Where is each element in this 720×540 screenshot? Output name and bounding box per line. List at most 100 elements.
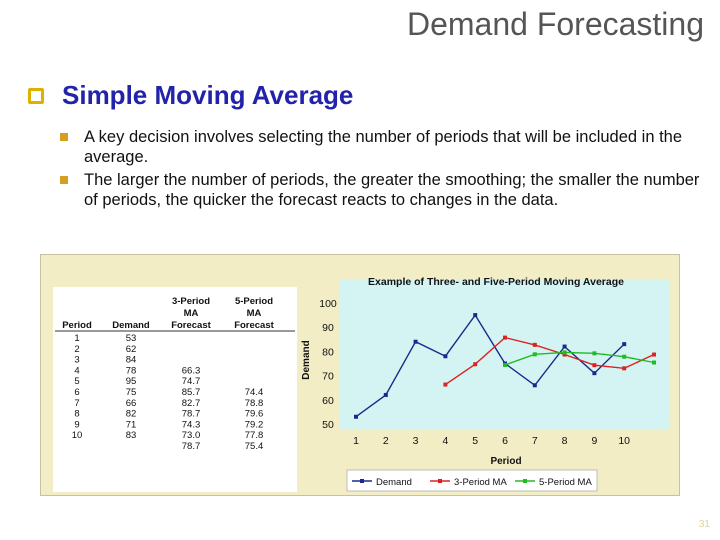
table-cell: 75.4 <box>245 441 264 452</box>
table-cell: 3 <box>74 355 79 366</box>
table-cell: 82.7 <box>182 398 201 409</box>
y-tick-label: 70 <box>322 371 334 383</box>
series-point-3 <box>532 352 537 357</box>
series-line-2 <box>445 336 655 386</box>
y-tick-label: 100 <box>319 298 337 310</box>
table-cell: 78.8 <box>245 398 264 409</box>
table-cell: 9 <box>74 419 79 430</box>
x-tick-label: 1 <box>353 435 359 447</box>
table-cell: 75 <box>126 387 137 398</box>
legend-label: 5-Period MA <box>539 477 592 488</box>
table-cell: 2 <box>74 344 79 355</box>
slide-title: Demand Forecasting <box>406 6 704 42</box>
series-point-3 <box>562 350 567 355</box>
table-header-line: Period <box>62 320 92 331</box>
series-point-2 <box>592 363 597 368</box>
table-cell: 66 <box>126 398 137 409</box>
table-cell: 85.7 <box>182 387 201 398</box>
y-tick-label: 60 <box>322 395 334 407</box>
table-header-line: Forecast <box>171 320 211 331</box>
y-tick-label: 90 <box>322 322 334 334</box>
square-bullet-icon <box>60 133 68 141</box>
x-tick-label: 6 <box>502 435 508 447</box>
table-cell: 1 <box>74 333 79 344</box>
table-cell: 62 <box>126 344 137 355</box>
table-cell: 10 <box>72 430 83 441</box>
x-tick-label: 8 <box>562 435 568 447</box>
table-cell: 79.2 <box>245 419 264 430</box>
series-line-3 <box>504 351 655 366</box>
y-axis-label: Demand <box>301 340 312 379</box>
series-point-1 <box>532 383 537 388</box>
series-point-1 <box>592 371 597 376</box>
legend-label: 3-Period MA <box>454 477 507 488</box>
table-cell: 74.4 <box>245 387 264 398</box>
bullet-item: The larger the number of periods, the gr… <box>60 170 700 210</box>
table-header-3: 5-Period MA Forecast <box>234 296 274 331</box>
table-header-1: Demand <box>112 320 150 331</box>
table-cell: 78 <box>126 365 137 376</box>
section-heading: Simple Moving Average <box>28 80 353 111</box>
legend-marker <box>438 479 442 483</box>
series-point-2 <box>443 382 448 387</box>
series-point-1 <box>413 339 418 344</box>
page-number: 31 <box>698 519 710 530</box>
table-header-0: Period <box>62 320 92 331</box>
table-background <box>53 287 297 492</box>
table-cell: 84 <box>126 355 137 366</box>
series-point-1 <box>354 414 358 419</box>
bullet-item: A key decision involves selecting the nu… <box>60 127 700 167</box>
table-header-line: 5-Period <box>235 296 273 307</box>
table-cell: 66.3 <box>182 365 201 376</box>
x-tick-label: 9 <box>591 435 597 447</box>
table-header-line: Forecast <box>234 320 274 331</box>
series-point-1 <box>473 313 478 318</box>
table-cell: 82 <box>126 409 137 420</box>
series-point-3 <box>503 362 507 367</box>
table-cell: 6 <box>74 387 79 398</box>
table-header-line: MA <box>247 308 262 319</box>
series-point-1 <box>622 342 627 347</box>
chart-plot-area <box>340 280 670 430</box>
series-point-1 <box>443 354 448 359</box>
table-header-line: MA <box>184 308 199 319</box>
table-cell: 74.3 <box>182 419 201 430</box>
y-tick-label: 50 <box>322 419 334 431</box>
series-point-3 <box>652 360 656 365</box>
square-bullet-icon <box>60 176 68 184</box>
table-cell: 71 <box>126 419 137 430</box>
series-point-2 <box>532 342 537 347</box>
x-tick-label: 4 <box>442 435 448 447</box>
table-cell: 5 <box>74 376 79 387</box>
series-point-3 <box>622 354 627 359</box>
moving-average-figure: Period Demand 3-Period MA Forecast 5-Period MA… <box>40 254 680 496</box>
table-header-line: Demand <box>112 320 150 331</box>
x-tick-label: 3 <box>413 435 419 447</box>
series-point-1 <box>562 344 567 349</box>
checkbox-bullet-icon <box>28 87 44 104</box>
table-cell: 78.7 <box>182 441 201 452</box>
bullet-text: The larger the number of periods, the gr… <box>84 171 700 209</box>
legend-box <box>346 469 598 492</box>
series-point-2 <box>473 362 478 367</box>
series-point-2 <box>562 352 567 357</box>
x-tick-label: 5 <box>472 435 478 447</box>
table-header-2: 3-Period MA Forecast <box>171 296 211 331</box>
table-cell: 8 <box>74 409 79 420</box>
x-tick-label: 10 <box>618 435 630 447</box>
section-heading-text: Simple Moving Average <box>62 80 354 110</box>
table-cell: 7 <box>74 398 79 409</box>
series-point-2 <box>652 352 656 357</box>
series-point-3 <box>592 351 597 356</box>
legend-marker <box>360 479 364 483</box>
bullet-list: A key decision involves selecting the nu… <box>60 127 700 213</box>
bullet-text: A key decision involves selecting the nu… <box>84 128 683 166</box>
series-point-1 <box>383 392 388 397</box>
table-cell: 74.7 <box>182 376 201 387</box>
table-cell: 53 <box>126 333 137 344</box>
legend-label: Demand <box>376 477 412 488</box>
x-axis-label: Period <box>490 456 521 467</box>
x-tick-label: 2 <box>383 435 389 447</box>
table-cell: 79.6 <box>245 409 264 420</box>
table-cell: 77.8 <box>245 430 264 441</box>
